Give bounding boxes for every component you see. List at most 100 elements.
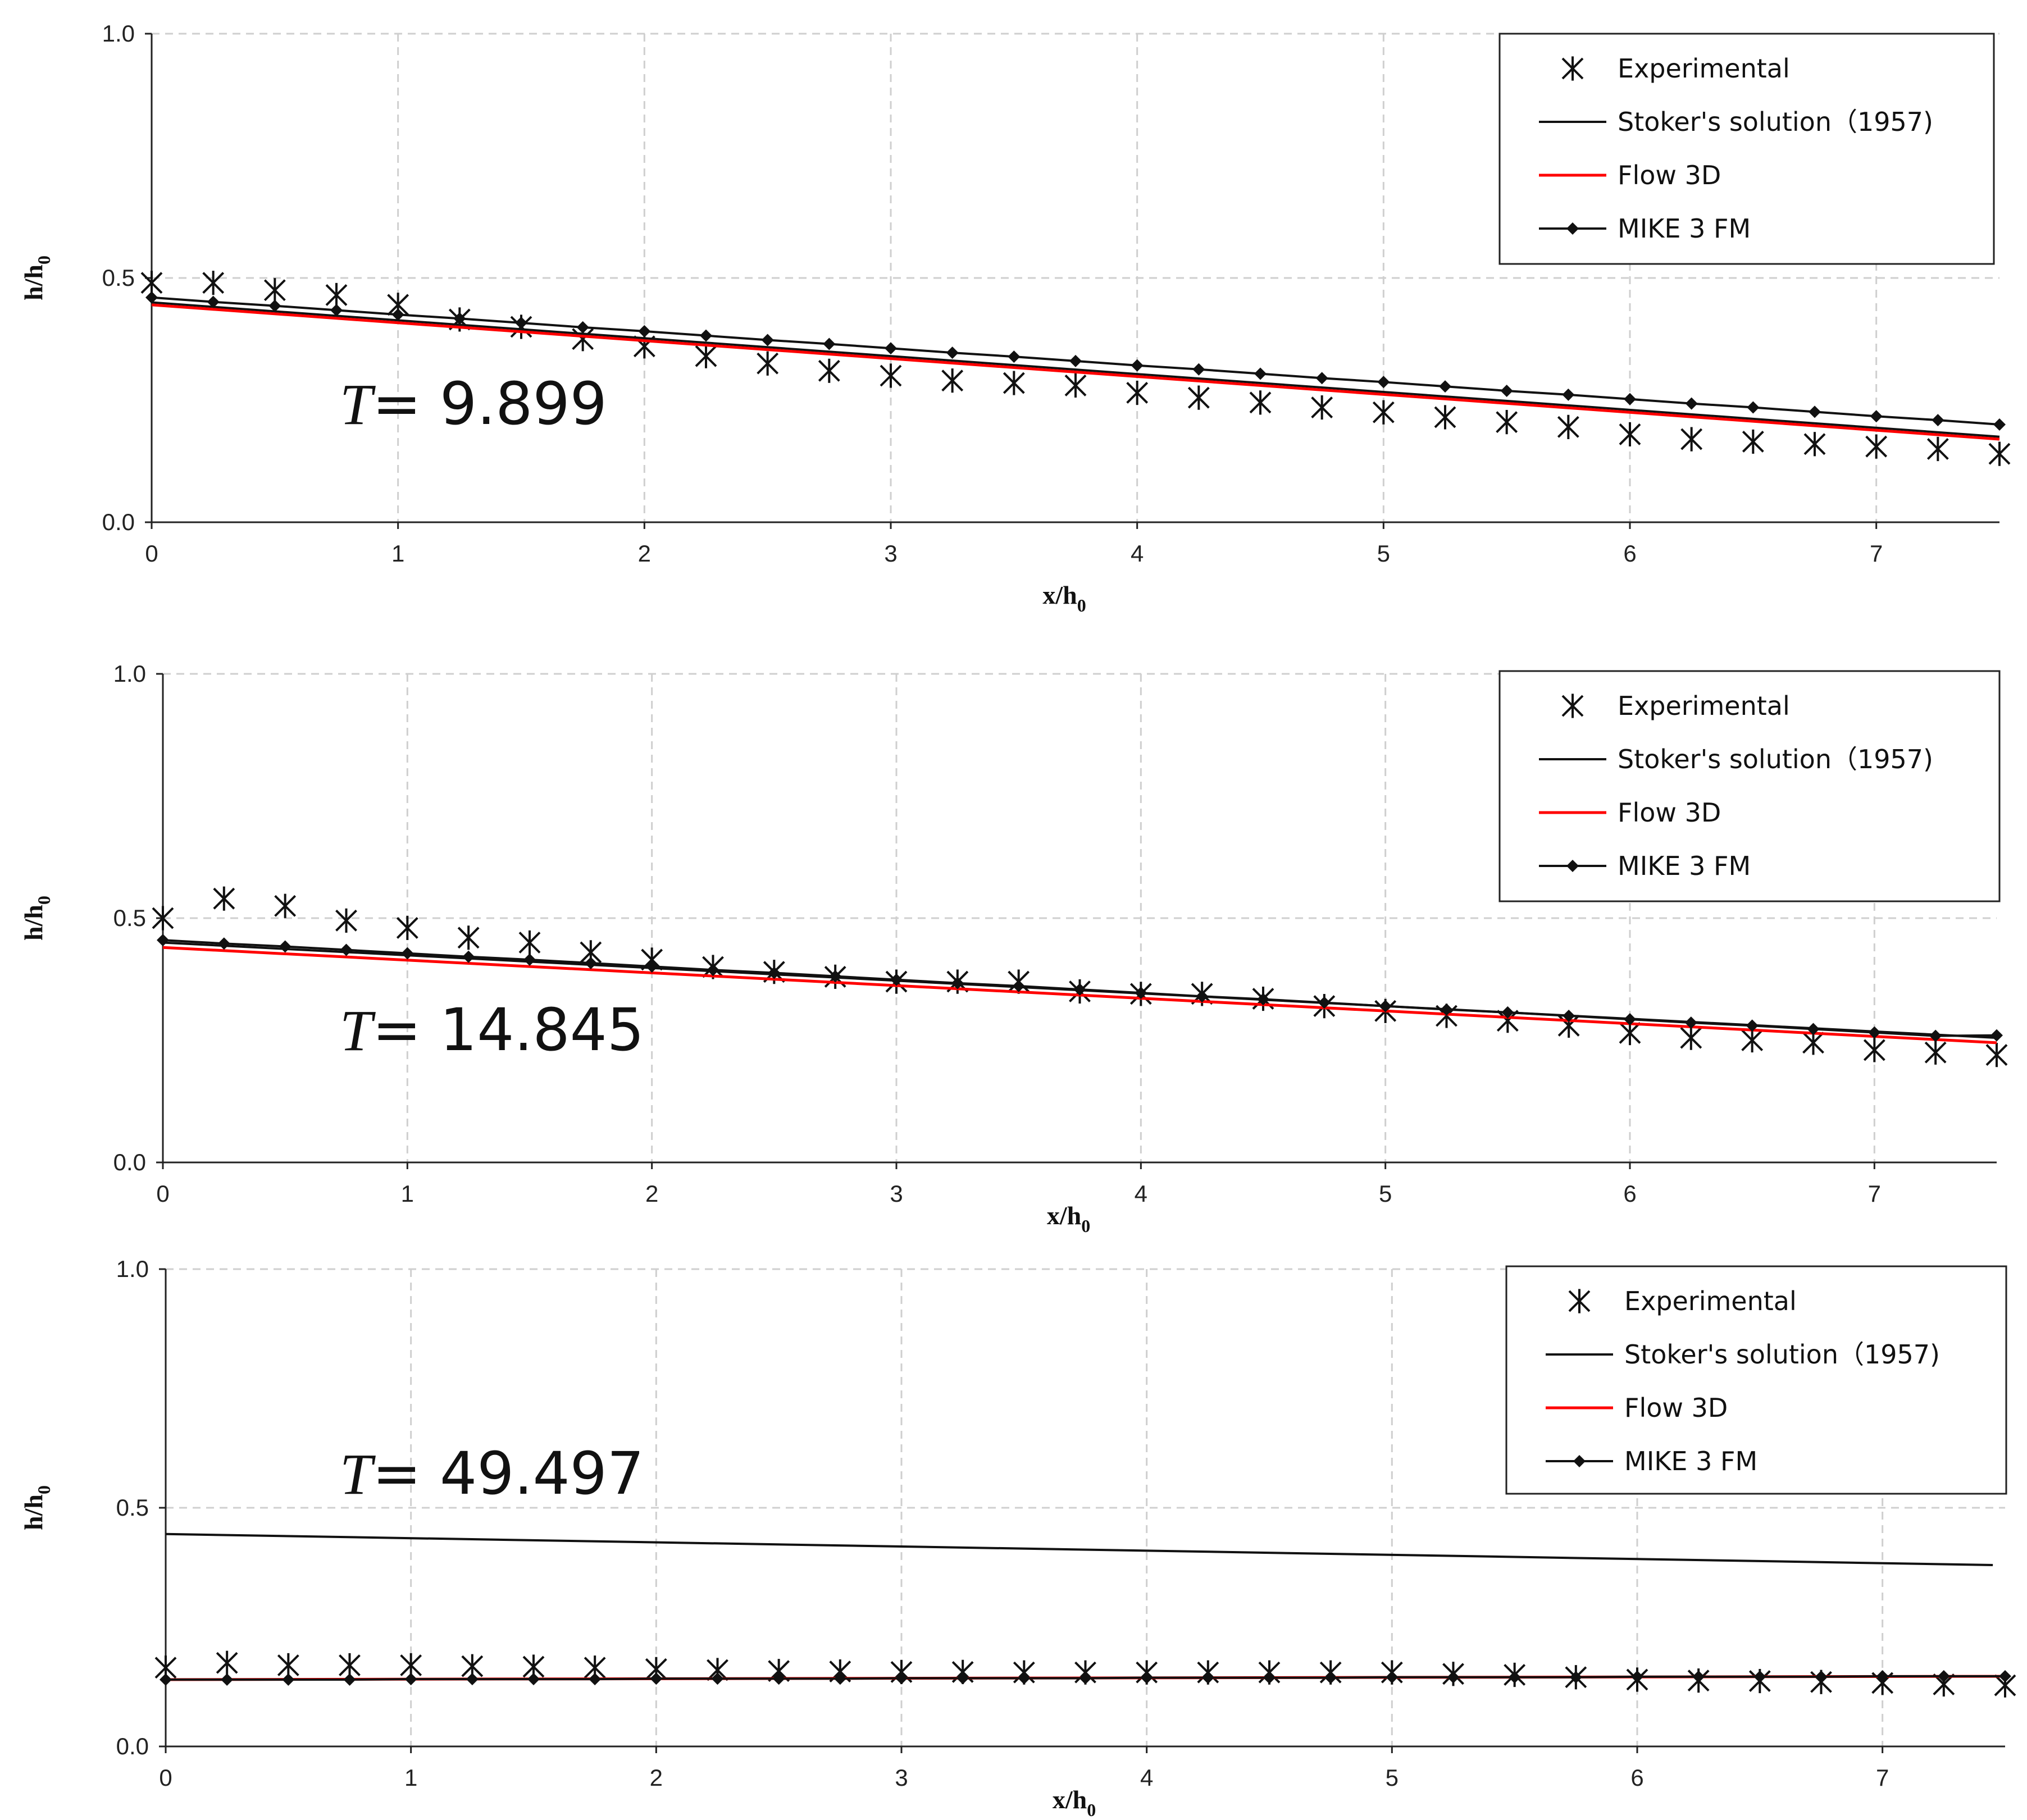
experimental-point [757,351,779,376]
mike-point [404,1673,417,1686]
x-tick-label: 0 [145,540,158,567]
legend-label: Stoker's solution（1957) [1618,107,1933,137]
x-tick-label: 7 [1870,540,1883,567]
experimental-point [1187,385,1210,410]
mike-point [576,321,589,334]
mike-point [343,1673,356,1686]
mike-point [1747,401,1760,414]
mike-point [1809,405,1821,418]
x-tick-label: 5 [1377,540,1390,567]
y-tick-label: 1.0 [102,20,135,47]
legend-label: Stoker's solution（1957) [1618,744,1933,774]
legend-label: Flow 3D [1618,797,1721,828]
mike-point [1569,1671,1582,1684]
legend-item: Experimental [1561,53,1790,84]
y-tick-label: 0.0 [116,1733,149,1759]
mike-point [650,1672,663,1685]
mike-point [1753,1670,1766,1683]
experimental-point [274,893,297,918]
y-tick-label: 1.0 [113,660,146,687]
mike-point [1807,1023,1820,1036]
mike-point [1324,1671,1337,1684]
experimental-point [213,886,235,911]
x-axis-title: x/h0 [1047,1201,1090,1236]
mike-point [761,334,774,346]
mike-point [584,957,597,970]
legend-box [1498,33,1995,265]
mike-point [1815,1670,1828,1683]
mike-point [1684,1016,1697,1029]
experimental-point [880,363,902,388]
legend-marker [1566,222,1579,235]
legend-item: MIKE 3 FM [1539,213,1751,244]
mike-point [890,973,903,986]
mike-point [1140,1671,1153,1684]
time-label: T= 14.845 [340,996,644,1064]
mike-point [768,966,781,979]
experimental-point [695,344,717,368]
mike-point [1439,380,1451,393]
legend: Experimental Stoker's solution（1957) Flow … [1498,670,2001,902]
x-tick-label: 4 [1140,1764,1153,1791]
mike-point [823,337,836,350]
experimental-point [325,282,348,308]
series-flow-3d [151,303,2000,441]
mike-point [645,960,658,973]
legend-label: Experimental [1618,53,1790,84]
x-tick-label: 7 [1876,1764,1889,1791]
y-tick-label: 1.0 [116,1256,149,1282]
mike-point [1990,1029,2003,1042]
x-axis-title: x/h0 [1053,1785,1096,1820]
mike-point [951,977,964,989]
legend-marker [1561,56,1584,81]
chart-panel-3: 0 1 2 3 4 5 6 7 0.0 0.5 1.0 x/h0 h/h0 T= 49.497 Experi… [19,1256,2016,1820]
chart-panel-2: 0 1 2 3 4 5 6 7 0.0 0.5 1.0 x/h0 h/h0 T= 14.845 Experi… [19,660,2008,1236]
mike-point [1868,1026,1881,1039]
experimental-point [263,278,286,303]
experimental-point [277,1653,299,1678]
experimental-point [518,930,541,955]
y-axis-title: h/h0 [19,896,54,941]
mike-point [1135,987,1147,1000]
chart-panel-1: 0 1 2 3 4 5 6 7 0.0 0.5 1.0 x/h0 h/h0 T= 9.899 Experim… [19,20,2011,615]
legend-box [1505,1265,2007,1495]
x-tick-label: 6 [1630,1764,1643,1791]
legend-label: MIKE 3 FM [1618,851,1751,881]
experimental-point [1680,427,1703,451]
mike-point [1447,1671,1460,1684]
x-tick-label: 7 [1868,1180,1881,1207]
mike-point [1201,1671,1214,1684]
x-tick-label: 2 [650,1764,663,1791]
x-tick-label: 2 [645,1180,658,1207]
legend: Experimental Stoker's solution（1957) Flow … [1505,1265,2007,1495]
legend: Experimental Stoker's solution（1957) Flow … [1498,33,1995,265]
mike-point [772,1672,785,1685]
legend-marker [1566,860,1579,872]
experimental-point [1988,441,2011,466]
series-mike-3-fm [157,934,2003,1042]
mike-point [1937,1670,1950,1683]
mike-point [1999,1670,2011,1683]
x-tick-label: 5 [1386,1764,1399,1791]
legend-item: Experimental [1568,1286,1797,1316]
mike-point [527,1673,540,1686]
experimental-point [1372,400,1395,425]
y-tick-label: 0.5 [113,905,146,931]
x-tick-label: 3 [884,540,897,567]
series-line [151,303,2000,441]
mike-point [1746,1019,1759,1032]
mike-point [1876,1670,1889,1683]
x-tick-label: 4 [1135,1180,1147,1207]
mike-point [221,1673,234,1686]
experimental-point [1249,390,1272,415]
legend-item: Stoker's solution（1957) [1539,744,1933,774]
x-tick-label: 3 [895,1764,908,1791]
mike-point [1073,983,1086,996]
mike-point [1196,990,1209,1003]
mike-point [217,937,230,950]
mike-point [885,342,897,355]
experimental-point [1064,373,1087,398]
x-tick-label: 0 [159,1764,172,1791]
legend-item: MIKE 3 FM [1546,1446,1757,1476]
legend-label: Flow 3D [1618,160,1721,190]
